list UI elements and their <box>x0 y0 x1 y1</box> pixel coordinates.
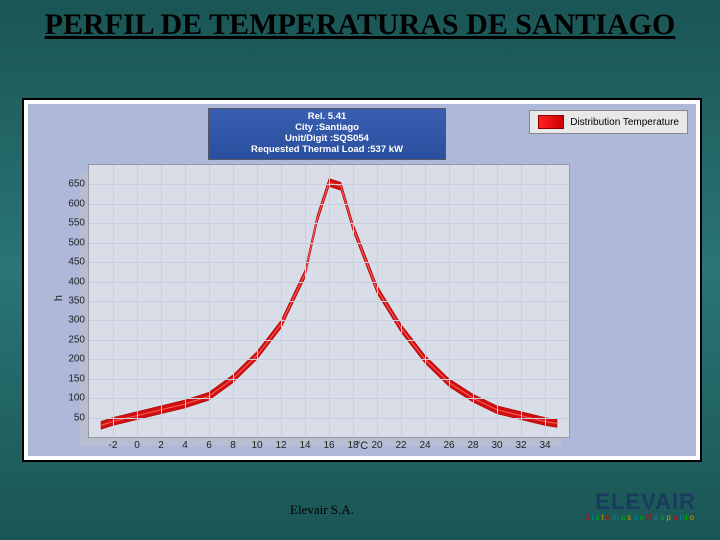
y-axis-label: h <box>53 295 65 301</box>
chart-container: Rel. 5.41City :SantiagoUnit/Digit :SQS05… <box>22 98 702 462</box>
plot-area: 50100150200250300350400450500550600650-2… <box>88 164 570 438</box>
chart-background: Rel. 5.41City :SantiagoUnit/Digit :SQS05… <box>28 104 696 456</box>
brand-name: ELEVAIR <box>584 489 696 515</box>
legend-swatch <box>538 115 564 129</box>
x-axis-label: °C <box>356 440 368 452</box>
chart-legend: Distribution Temperature <box>529 110 688 134</box>
legend-label: Distribution Temperature <box>570 117 679 128</box>
brand-tagline: Sistemas de Respaldo <box>584 513 696 522</box>
footer-text: Elevair S.A. <box>290 502 354 518</box>
brand-logo: ELEVAIR Sistemas de Respaldo <box>584 489 696 522</box>
slide-title: PERFIL DE TEMPERATURAS DE SANTIAGO <box>0 0 720 46</box>
chart-header-box: Rel. 5.41City :SantiagoUnit/Digit :SQS05… <box>208 108 446 160</box>
